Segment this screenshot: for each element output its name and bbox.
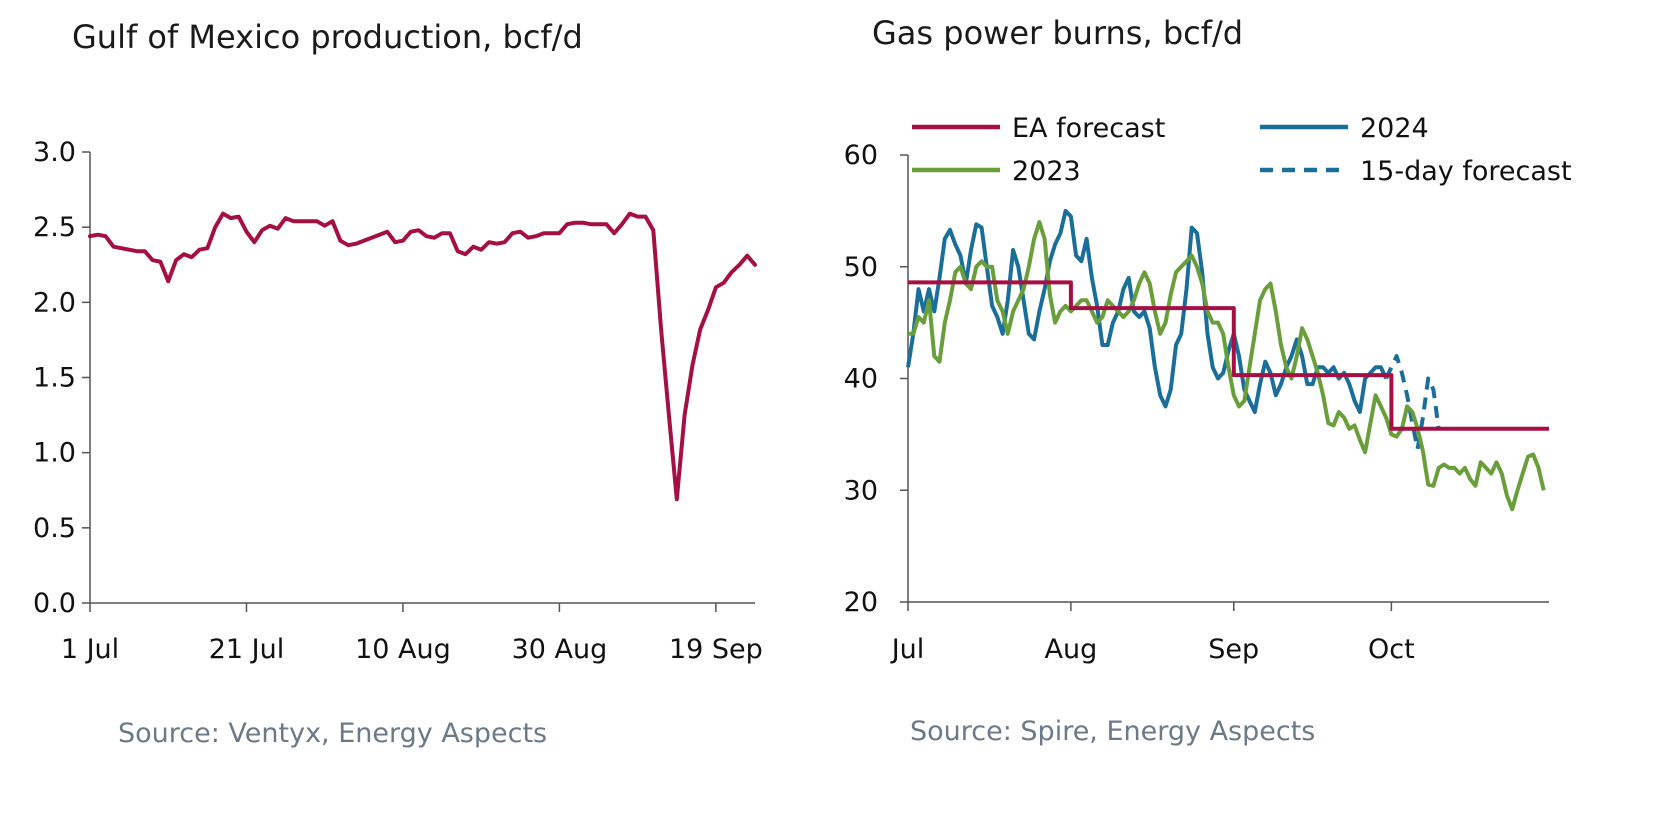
legend-2024-label: 2024 (1360, 113, 1429, 144)
y-tick-label: 50 (844, 252, 878, 283)
series-2023-line (908, 220, 1546, 512)
series-2024-line (906, 208, 1388, 414)
y-tick-label: 40 (844, 364, 878, 395)
chart-title: Gas power burns, bcf/d (872, 14, 1244, 52)
y-tick-label: 3.0 (33, 137, 76, 168)
legend-ea-forecast-label: EA forecast (1012, 113, 1165, 144)
x-tick-label: Aug (1045, 634, 1098, 665)
ea-forecast-series-line (908, 280, 1549, 431)
y-tick-label: 0.5 (33, 513, 76, 544)
x-tick-label: 1 Jul (61, 634, 119, 665)
y-tick-label: 2.5 (33, 212, 76, 243)
x-tick-label: Jul (890, 634, 925, 665)
chart-title: Gulf of Mexico production, bcf/d (72, 18, 583, 56)
legend-15-day-forecast-label: 15-day forecast (1360, 156, 1572, 187)
y-tick-label: 0.0 (33, 588, 76, 619)
y-tick-label: 30 (844, 475, 878, 506)
y-tick-label: 1.5 (33, 363, 76, 394)
x-tick-label: 10 Aug (355, 634, 451, 665)
production-series-line (88, 211, 757, 502)
x-tick-label: 21 Jul (209, 634, 285, 665)
y-tick-label: 1.0 (33, 438, 76, 469)
gas-power-burns-chart: 20 30 40 50 60 Jul Aug Sep Oct EA forecast 2024 202… (844, 113, 1572, 665)
gas-power-burns-chart-panel: Gas power burns, bcf/d 20 30 40 50 60 Jul Aug S… (834, 0, 1668, 822)
y-tick-label: 60 (844, 140, 878, 171)
gulf-of-mexico-chart-panel: Gulf of Mexico production, bcf/d 0.0 0.5 1… (33, 18, 763, 749)
chart-source: Source: Spire, Energy Aspects (910, 716, 1316, 747)
gulf-of-mexico-chart: 0.0 0.5 1.0 1.5 2.0 2.5 3.0 1 Jul 21 Jul 10 Aug 30… (33, 137, 763, 665)
y-tick-label: 20 (844, 587, 878, 618)
chart-source: Source: Ventyx, Energy Aspects (118, 718, 548, 749)
x-tick-label: Oct (1368, 634, 1415, 665)
x-tick-label: Sep (1208, 634, 1259, 665)
x-tick-label: 30 Aug (512, 634, 608, 665)
legend-2023-label: 2023 (1012, 156, 1081, 187)
y-tick-label: 2.0 (33, 287, 76, 318)
x-tick-label: 19 Sep (669, 634, 763, 665)
fifteen-day-forecast-series-line (1384, 354, 1441, 451)
